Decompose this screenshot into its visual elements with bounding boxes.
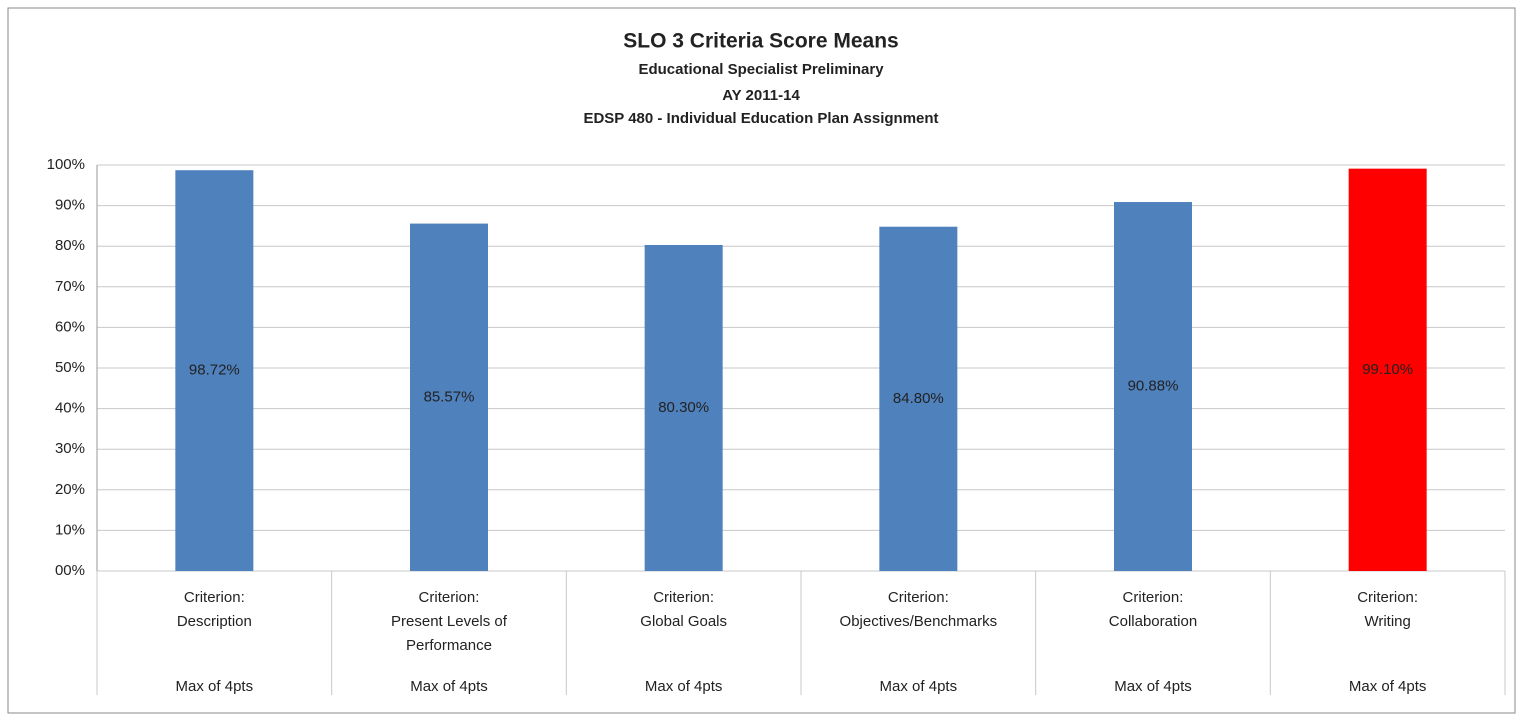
data-label: 84.80% — [893, 390, 944, 407]
x-tick-label: Criterion: Collaboration — [1108, 589, 1198, 630]
x-tick-label: Criterion: Writing — [1357, 589, 1419, 630]
bar — [644, 244, 723, 571]
chart-border — [7, 7, 1516, 714]
y-tick-label: 20% — [55, 481, 85, 498]
y-tick-label: 50% — [55, 359, 85, 376]
bar — [1348, 168, 1427, 572]
bar — [175, 170, 254, 572]
data-label: 85.57% — [424, 388, 475, 405]
chart-subtitle: Educational Specialist Preliminary — [638, 61, 884, 78]
chart-subtitle: AY 2011-14 — [722, 87, 800, 104]
data-label: 80.30% — [658, 399, 709, 416]
data-label: 98.72% — [189, 362, 240, 379]
data-label: 99.10% — [1362, 361, 1413, 378]
bar — [1114, 202, 1192, 571]
y-tick-label: 30% — [55, 440, 85, 457]
x-tick-label: Criterion: Global Goals — [640, 589, 728, 630]
x-tick-label: Criterion: Description — [176, 589, 252, 630]
category-note: Max of 4pts — [879, 678, 958, 695]
y-tick-label: 60% — [55, 318, 85, 335]
y-tick-label: 100% — [47, 156, 85, 173]
category-note: Max of 4pts — [1348, 678, 1427, 695]
y-tick-label: 10% — [55, 521, 85, 538]
y-tick-label: 00% — [55, 562, 85, 579]
category-note: Max of 4pts — [1114, 678, 1192, 695]
chart-title: SLO 3 Criteria Score Means — [623, 30, 898, 53]
y-tick-label: 90% — [55, 197, 85, 214]
bar — [879, 226, 958, 571]
chart-subtitle: EDSP 480 - Individual Education Plan Ass… — [583, 110, 938, 127]
category-note: Max of 4pts — [410, 678, 488, 695]
y-tick-label: 80% — [55, 237, 85, 254]
category-note: Max of 4pts — [175, 678, 254, 695]
y-tick-label: 70% — [55, 278, 85, 295]
y-tick-label: 40% — [55, 400, 85, 417]
x-tick-label: Criterion: Present Levels of Performance — [391, 589, 507, 654]
x-tick-label: Criterion: Objectives/Benchmarks — [839, 589, 998, 630]
category-note: Max of 4pts — [644, 678, 723, 695]
data-label: 90.88% — [1128, 377, 1179, 394]
bar — [410, 223, 488, 571]
